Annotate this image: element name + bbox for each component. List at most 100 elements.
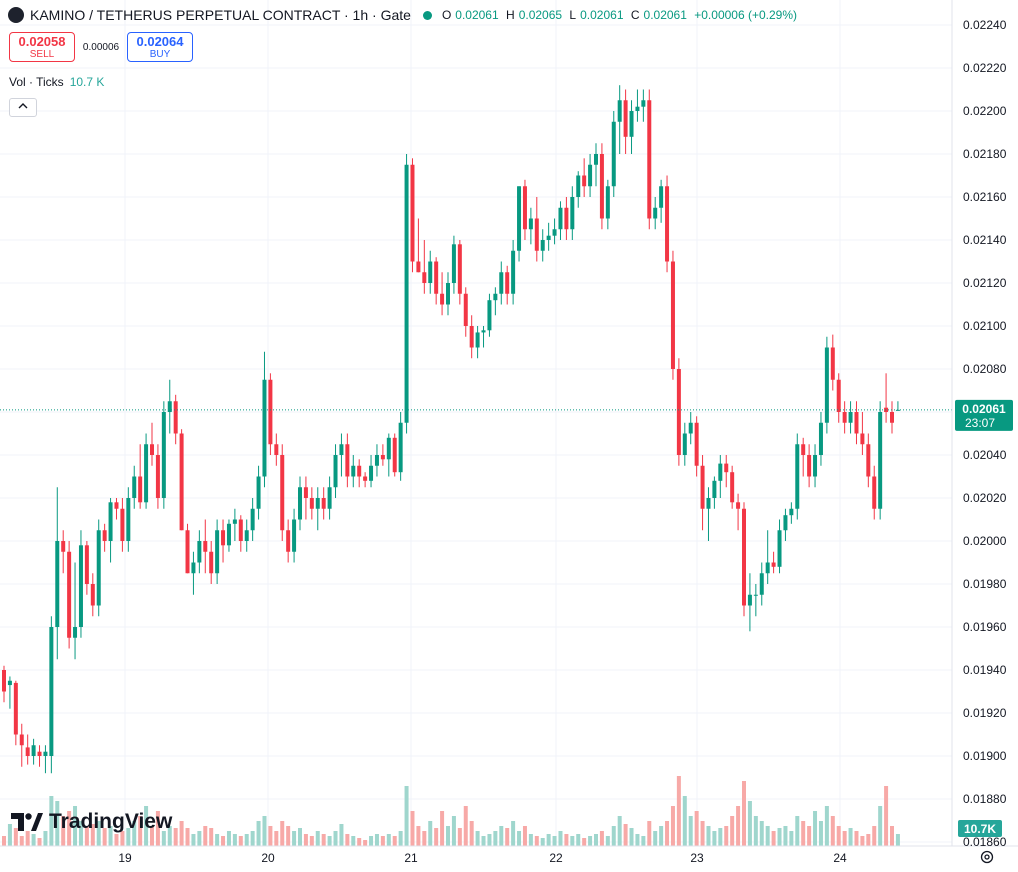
volume-bar xyxy=(61,816,66,846)
volume-bar xyxy=(854,831,859,846)
candle xyxy=(327,476,332,520)
volume-bar xyxy=(173,828,178,846)
volume-bar xyxy=(712,831,717,846)
x-tick-label: 24 xyxy=(833,851,847,865)
candle xyxy=(2,665,6,703)
candle xyxy=(351,455,356,488)
y-tick-label: 0.02020 xyxy=(963,491,1007,505)
candle xyxy=(303,476,308,520)
collapse-legend-button[interactable] xyxy=(9,98,37,117)
price-axis[interactable]: 0.02240 0.02220 0.02200 0.02180 0.02160 0.021… xyxy=(963,18,1007,849)
sell-label: SELL xyxy=(29,49,55,60)
candle xyxy=(753,584,758,617)
volume-bar xyxy=(155,811,160,846)
candle xyxy=(404,154,409,434)
tradingview-logo[interactable]: TradingView xyxy=(11,810,172,834)
volume-bar xyxy=(321,834,326,846)
volume-bar xyxy=(611,826,616,846)
volume-bar xyxy=(599,831,604,846)
volume-bar xyxy=(410,811,415,846)
volume-bar xyxy=(718,828,723,846)
volume-bar xyxy=(670,806,675,846)
volume-bar xyxy=(623,824,628,846)
volume-bar xyxy=(451,816,456,846)
volume-bar xyxy=(866,834,871,846)
volume-bar xyxy=(303,834,308,846)
volume-bar xyxy=(333,831,338,846)
volume-bar xyxy=(694,811,699,846)
volume-bar xyxy=(357,838,362,846)
candle xyxy=(854,401,859,445)
candle xyxy=(440,272,445,316)
volume-bar xyxy=(588,836,593,846)
candle xyxy=(605,179,610,230)
volume-bar xyxy=(102,828,107,846)
volume-bar xyxy=(890,826,894,846)
candle xyxy=(730,465,735,509)
volume-bar xyxy=(286,826,291,846)
volume-bar xyxy=(736,806,741,846)
candle xyxy=(292,508,297,563)
open-label: O xyxy=(441,8,452,22)
volume-last-label: 10.7K xyxy=(958,820,1002,837)
volume-bar xyxy=(653,831,658,846)
symbol-title[interactable]: KAMINO / TETHERUS PERPETUAL CONTRACT · 1… xyxy=(30,7,411,23)
volume-bar xyxy=(345,834,350,846)
candle xyxy=(380,444,385,466)
volume-bar xyxy=(475,831,480,846)
candle xyxy=(398,412,403,481)
candle xyxy=(150,422,154,466)
volume-bar xyxy=(108,826,113,846)
volume-bar xyxy=(552,836,557,846)
volume-bar xyxy=(848,828,853,846)
volume-bar xyxy=(895,834,900,846)
spread-value: 0.00006 xyxy=(82,41,120,53)
volume-bar xyxy=(558,831,563,846)
candle xyxy=(434,257,439,305)
volume-bar xyxy=(369,836,374,846)
volume-bar xyxy=(765,826,770,846)
volume-bar xyxy=(481,836,486,846)
candle xyxy=(712,476,717,509)
buy-button[interactable]: 0.02064 BUY xyxy=(127,32,193,62)
volume-bar xyxy=(641,836,646,846)
candle xyxy=(309,487,314,520)
candle xyxy=(13,680,18,746)
volume-bar xyxy=(771,831,776,846)
symbol-header: KAMINO / TETHERUS PERPETUAL CONTRACT · 1… xyxy=(8,7,801,23)
y-tick-label: 0.01920 xyxy=(963,706,1007,720)
candle xyxy=(61,530,66,574)
candle xyxy=(215,519,220,584)
candle xyxy=(232,508,237,541)
candle xyxy=(274,433,279,466)
candle xyxy=(369,455,374,488)
candle xyxy=(718,455,723,498)
candle xyxy=(256,465,261,520)
candle xyxy=(102,523,107,552)
volume-legend[interactable]: Vol · Ticks 10.7 K xyxy=(9,75,104,89)
candle xyxy=(795,433,800,520)
time-axis[interactable]: 19 20 21 22 23 24 xyxy=(118,851,847,865)
volume-bar xyxy=(534,836,539,846)
volume-bar xyxy=(90,824,95,846)
candle xyxy=(238,515,243,552)
y-tick-label: 0.01980 xyxy=(963,577,1007,591)
gear-icon[interactable] xyxy=(979,849,995,865)
volume-bar xyxy=(860,836,865,846)
candle xyxy=(333,444,338,498)
volume-last-value: 10.7K xyxy=(964,822,996,836)
volume-bar xyxy=(2,836,6,846)
volume-bar xyxy=(706,826,711,846)
volume-bar xyxy=(73,806,78,846)
volume-bar xyxy=(96,821,101,846)
volume-bar xyxy=(493,831,498,846)
candle xyxy=(659,179,664,223)
sell-button[interactable]: 0.02058 SELL xyxy=(9,32,75,62)
candle xyxy=(552,218,557,245)
volume-bar xyxy=(730,816,735,846)
volume-bar xyxy=(120,831,125,846)
volume-bar xyxy=(280,821,285,846)
volume-bar xyxy=(37,838,42,846)
candle xyxy=(665,175,670,273)
